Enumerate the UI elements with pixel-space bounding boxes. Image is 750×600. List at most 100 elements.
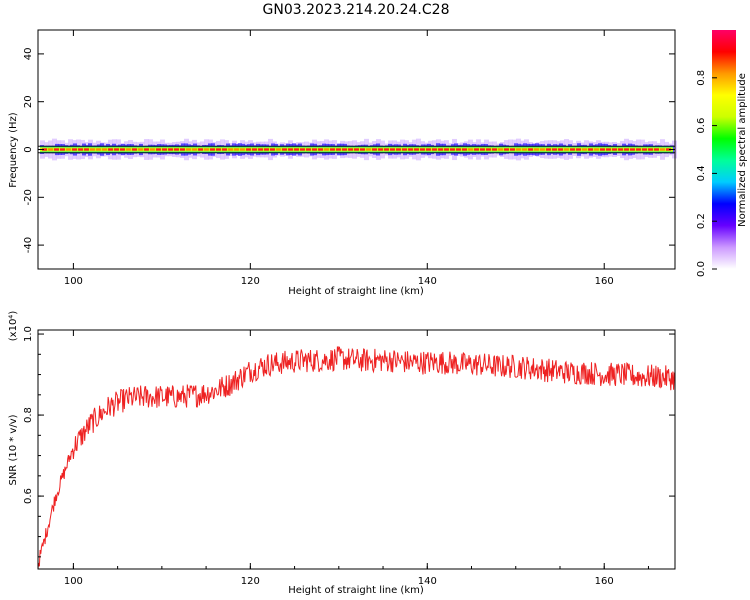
- colorbar: 0.0 0.2 0.4 0.6 0.8 Normalized spectral ampl…: [696, 30, 748, 277]
- spectrogram-band: [38, 138, 677, 161]
- spectrogram-axes: 100 120 140 160 40 20 0 -20 -40: [23, 30, 675, 287]
- snr-ylabel: SNR (10 * v/v): [8, 414, 19, 485]
- spectrogram-core: [522, 148, 527, 151]
- spectrogram-core: [222, 148, 227, 151]
- spectrogram-core: [372, 148, 377, 151]
- spectrogram-core: [666, 148, 671, 151]
- spectrogram-core: [618, 148, 623, 151]
- spectrogram-core: [558, 148, 563, 151]
- spectrogram-core: [228, 148, 233, 151]
- snr-xtick-label: 160: [595, 576, 614, 587]
- spectrogram-core: [408, 148, 413, 151]
- spectrogram-core: [636, 148, 641, 151]
- spectrogram-core: [162, 148, 167, 151]
- spectrogram-core: [378, 148, 383, 151]
- spectrogram-core: [156, 148, 161, 151]
- spectrogram-core: [648, 148, 653, 151]
- spectrogram-core: [54, 148, 59, 151]
- spectrogram-core: [432, 148, 437, 151]
- spectrogram-core: [108, 148, 113, 151]
- spectrogram-core: [534, 148, 539, 151]
- spectrogram-core: [468, 148, 473, 151]
- spectrogram-core: [462, 148, 467, 151]
- spectrogram-core: [474, 148, 479, 151]
- spectrogram-core: [234, 148, 239, 151]
- spectrogram-core: [336, 148, 341, 151]
- spectrogram-core: [594, 148, 599, 151]
- spectrogram-core: [312, 148, 317, 151]
- spectrogram-ytick-label: -20: [23, 189, 34, 205]
- snr-axes: 100 120 140 160 0.6 0.8 1.0: [23, 326, 675, 587]
- spectrogram-core: [246, 148, 251, 151]
- spectrogram-core: [420, 148, 425, 151]
- snr-series-line: [37, 346, 676, 569]
- spectrogram-core: [126, 148, 131, 151]
- spectrogram-core: [282, 148, 287, 151]
- colorbar-label: Normalized spectral amplitude: [737, 73, 748, 227]
- spectrogram-core: [546, 148, 551, 151]
- snr-xtick-label: 140: [418, 576, 437, 587]
- spectrogram-core: [486, 148, 491, 151]
- spectrogram-core: [90, 148, 95, 151]
- spectrogram-core: [120, 148, 125, 151]
- spectrogram-core: [450, 148, 455, 151]
- colorbar-tick-label: 0.4: [696, 165, 707, 181]
- spectrogram-core: [96, 148, 101, 151]
- colorbar-ticks: 0.0 0.2 0.4 0.6 0.8: [696, 70, 717, 277]
- snr-xtick-label: 120: [241, 576, 260, 587]
- spectrogram-ylabel: Frequency (Hz): [8, 112, 19, 188]
- colorbar-tick-label: 0.0: [696, 261, 707, 277]
- spectrogram-core: [498, 148, 503, 151]
- spectrogram-core: [504, 148, 509, 151]
- spectrogram-core: [384, 148, 389, 151]
- spectrogram-core: [288, 148, 293, 151]
- spectrogram-core: [390, 148, 395, 151]
- spectrogram-core: [132, 148, 137, 151]
- spectrogram-xtick-label: 100: [64, 276, 83, 287]
- spectrogram-core: [174, 148, 179, 151]
- colorbar-tick-label: 0.6: [696, 118, 707, 134]
- spectrogram-core: [570, 148, 575, 151]
- spectrogram-core: [480, 148, 485, 151]
- spectrogram-core: [630, 148, 635, 151]
- spectrogram-core: [204, 148, 209, 151]
- spectrogram-core: [72, 148, 77, 151]
- spectrogram-core: [198, 148, 203, 151]
- spectrogram-core: [150, 148, 155, 151]
- spectrogram-core: [270, 148, 275, 151]
- spectrogram-xlabel: Height of straight line (km): [288, 286, 424, 297]
- spectrogram-core: [42, 148, 47, 151]
- spectrogram-core: [348, 148, 353, 151]
- snr-frame: [37, 329, 676, 570]
- spectrogram-core: [552, 148, 557, 151]
- snr-panel: 100 120 140 160 0.6 0.8 1.0 Height of straight…: [8, 311, 676, 596]
- spectrogram-core: [294, 148, 299, 151]
- spectrogram-core: [144, 148, 149, 151]
- spectrogram-panel: 100 120 140 160 40 20 0 -20 -40 Height of straig…: [8, 29, 677, 297]
- snr-multiplier: (x10⁴): [8, 311, 19, 342]
- spectrogram-core: [102, 148, 107, 151]
- spectrogram-core: [306, 148, 311, 151]
- spectrogram-core: [264, 148, 269, 151]
- spectrogram-core: [210, 148, 215, 151]
- spectrogram-core: [186, 148, 191, 151]
- spectrogram-core: [426, 148, 431, 151]
- spectrogram-core: [276, 148, 281, 151]
- snr-xtick-label: 100: [64, 576, 83, 587]
- snr-ytick-label: 0.8: [23, 407, 34, 423]
- spectrogram-core: [516, 148, 521, 151]
- spectrogram-core: [318, 148, 323, 151]
- spectrogram-core: [414, 148, 419, 151]
- spectrogram-core: [60, 148, 65, 151]
- spectrogram-core: [444, 148, 449, 151]
- spectrogram-core: [612, 148, 617, 151]
- spectrogram-core: [660, 148, 665, 151]
- spectrogram-core: [324, 148, 329, 151]
- spectrogram-core: [576, 148, 581, 151]
- spectrogram-core: [606, 148, 611, 151]
- figure-title: GN03.2023.214.20.24.C28: [263, 2, 450, 18]
- spectrogram-core: [84, 148, 89, 151]
- spectrogram-core: [540, 148, 545, 151]
- snr-ytick-label: 0.6: [23, 488, 34, 504]
- spectrogram-core: [66, 148, 71, 151]
